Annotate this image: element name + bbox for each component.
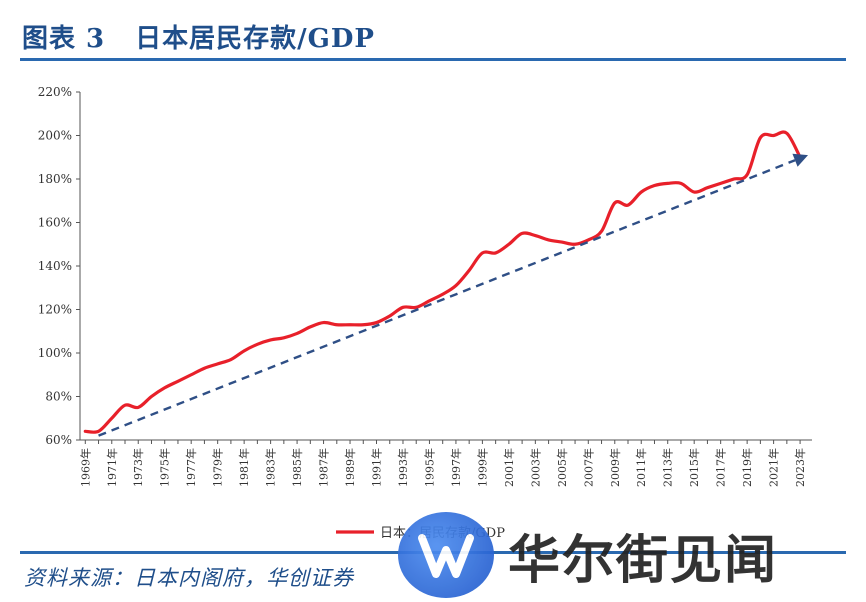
watermark-text: 华尔街见闻: [508, 530, 779, 591]
x-tick-label: 2019年: [740, 448, 754, 487]
x-tick-label: 2007年: [581, 448, 595, 487]
x-tick-label: 1975年: [158, 448, 172, 487]
y-tick-label: 120%: [38, 303, 72, 317]
x-tick-label: 2015年: [687, 448, 701, 487]
header-divider: [20, 58, 846, 61]
y-tick-label: 220%: [38, 85, 72, 99]
y-axis: 60% 80% 100% 120% 140% 160% 180% 200% 220%: [38, 85, 81, 447]
x-tick-label: 1989年: [343, 448, 357, 487]
y-tick-label: 200%: [38, 129, 72, 143]
wallstreetcn-logo-icon: [398, 512, 494, 598]
x-tick-label: 2023年: [793, 448, 807, 487]
series-layer: [83, 130, 809, 437]
y-tick-label: 80%: [45, 390, 72, 404]
x-axis: 1969年 1971年 1973年 1975年 1977年 1979年 1981年 1983年…: [78, 439, 812, 487]
x-tick-label: 2005年: [555, 448, 569, 487]
x-tick-label: 1997年: [449, 448, 463, 487]
y-tick-label: 140%: [38, 259, 72, 273]
x-tick-label: 1995年: [422, 448, 436, 487]
chart-area: 60% 80% 100% 120% 140% 160% 180% 200% 220% 1969年…: [0, 64, 866, 544]
line-chart: 60% 80% 100% 120% 140% 160% 180% 200% 220% 1969年…: [38, 85, 812, 541]
x-tick-label: 1977年: [184, 448, 198, 487]
x-tick-label: 2011年: [634, 448, 648, 487]
x-tick-label: 1971年: [105, 448, 119, 487]
x-tick-label: 1993年: [396, 448, 410, 487]
x-tick-label: 2001年: [502, 448, 516, 487]
x-tick-label: 2017年: [714, 448, 728, 487]
x-tick-label: 1985年: [290, 448, 304, 487]
y-tick-label: 60%: [45, 433, 72, 447]
source-note: 资料来源：日本内阁府，华创证券: [24, 566, 354, 590]
trend-arrowhead: [792, 153, 809, 167]
x-tick-label: 1983年: [264, 448, 278, 487]
y-tick-label: 100%: [38, 346, 72, 360]
x-tick-label: 2021年: [767, 448, 781, 487]
x-tick-label: 1969年: [78, 448, 92, 487]
x-tick-label: 2009年: [608, 448, 622, 487]
y-tick-label: 160%: [38, 216, 72, 230]
x-tick-label: 1987年: [317, 448, 331, 487]
x-tick-label: 1973年: [131, 448, 145, 487]
x-tick-label: 1999年: [475, 448, 489, 487]
x-tick-label: 2003年: [528, 448, 542, 487]
x-tick-label: 1991年: [370, 448, 384, 487]
x-tick-label: 2013年: [661, 448, 675, 487]
y-tick-label: 180%: [38, 172, 72, 186]
series-line-deposits-gdp: [83, 130, 802, 434]
x-tick-label: 1981年: [237, 448, 251, 487]
trend-line: [98, 159, 796, 437]
chart-title: 日本居民存款/GDP: [135, 23, 375, 54]
x-tick-label: 1979年: [211, 448, 225, 487]
chart-header: 图表 3 日本居民存款/GDP: [22, 14, 846, 58]
figure-label: 图表 3: [22, 23, 106, 54]
